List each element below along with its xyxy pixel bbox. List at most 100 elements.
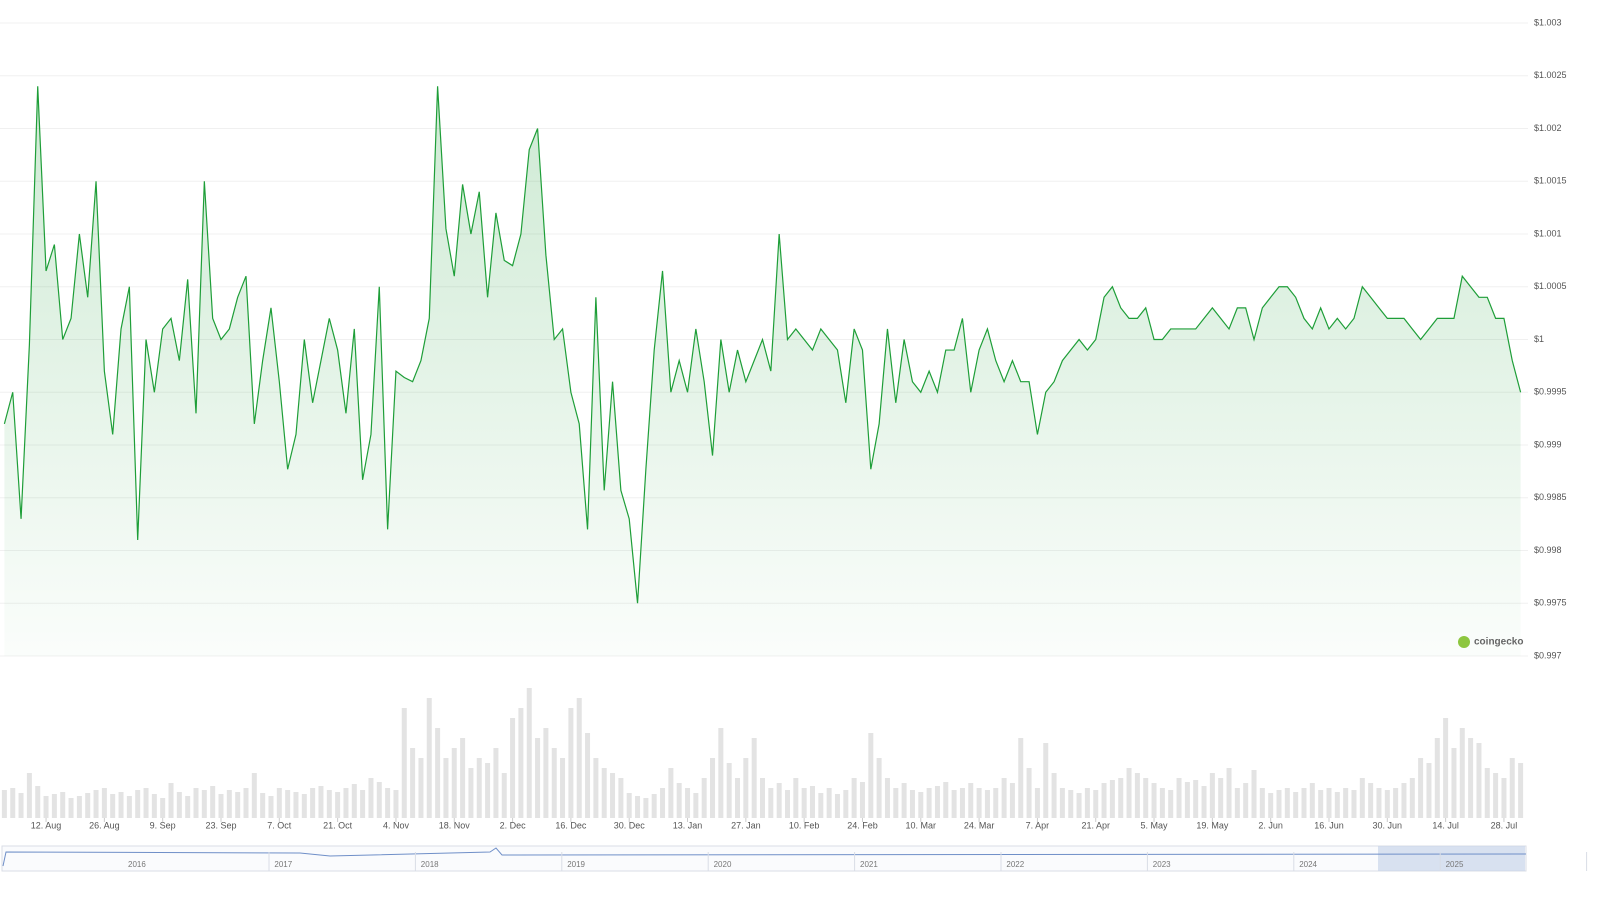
volume-bar xyxy=(1418,758,1424,818)
x-tick-label: 28. Jul xyxy=(1491,820,1518,830)
y-tick-label: $0.997 xyxy=(1534,650,1562,660)
navigator-year: 2016 xyxy=(128,860,146,869)
volume-bar xyxy=(1451,748,1457,818)
volume-bar xyxy=(76,796,82,818)
x-tick-label: 10. Feb xyxy=(789,820,820,830)
volume-bar xyxy=(226,790,232,818)
volume-bar xyxy=(1068,790,1074,818)
volume-bar xyxy=(1109,780,1115,818)
volume-bar xyxy=(710,758,716,818)
volume-bar xyxy=(1493,773,1499,818)
navigator-year: 2018 xyxy=(421,860,439,869)
volume-bar xyxy=(426,698,432,818)
volume-bar xyxy=(660,788,666,818)
volume-bar xyxy=(451,748,457,818)
volume-bar xyxy=(959,788,965,818)
volume-bar xyxy=(360,790,366,818)
y-tick-label: $1.001 xyxy=(1534,228,1562,238)
volume-bar xyxy=(251,773,257,818)
volume-bar xyxy=(1343,788,1349,818)
volume-bar xyxy=(693,793,699,818)
volume-bar xyxy=(1059,788,1065,818)
x-tick-label: 24. Feb xyxy=(847,820,878,830)
y-tick-label: $1.0005 xyxy=(1534,281,1567,291)
volume-bar xyxy=(901,783,907,818)
navigator-year: 2021 xyxy=(860,860,878,869)
volume-bar xyxy=(18,793,24,818)
volume-bar xyxy=(643,798,649,818)
x-tick-label: 30. Jun xyxy=(1373,820,1403,830)
volume-bar xyxy=(1293,792,1299,818)
volume-bar xyxy=(626,793,632,818)
volume-bar xyxy=(859,782,865,818)
volume-bar xyxy=(1368,783,1374,818)
volume-bar xyxy=(193,788,199,818)
x-tick-label: 12. Aug xyxy=(31,820,62,830)
x-tick-label: 14. Jul xyxy=(1432,820,1459,830)
volume-bar xyxy=(793,778,799,818)
volume-bar xyxy=(834,794,840,818)
navigator-selection[interactable] xyxy=(1378,846,1525,871)
volume-bar xyxy=(576,698,582,818)
volume-bar xyxy=(276,788,282,818)
volume-bar xyxy=(1076,793,1082,818)
volume-bar xyxy=(1209,773,1215,818)
volume-bar xyxy=(1426,763,1432,818)
volume-bar xyxy=(268,796,274,818)
volume-bar xyxy=(535,738,541,818)
volume-bar xyxy=(168,783,174,818)
volume-bar xyxy=(1309,783,1315,818)
volume-bar xyxy=(1376,788,1382,818)
volume-bar xyxy=(1518,763,1524,818)
volume-bar xyxy=(1018,738,1024,818)
volume-bar xyxy=(1384,790,1390,818)
x-tick-label: 19. May xyxy=(1196,820,1229,830)
x-tick-label: 24. Mar xyxy=(964,820,995,830)
volume-bar xyxy=(809,786,815,818)
volume-bar xyxy=(1026,768,1032,818)
volume-bar xyxy=(10,788,16,818)
volume-bar xyxy=(1284,788,1290,818)
navigator-axis: 2016 2017 2018 2019 2020 2021 2022 2023 2024 2025 xyxy=(128,852,1588,871)
volume-bar xyxy=(126,796,132,818)
x-tick-label: 7. Oct xyxy=(267,820,292,830)
x-tick-label: 16. Jun xyxy=(1314,820,1344,830)
volume-bar xyxy=(476,758,482,818)
volume-bar xyxy=(651,794,657,818)
volume-bar xyxy=(93,790,99,818)
volume-bar xyxy=(884,778,890,818)
x-tick-label: 10. Mar xyxy=(906,820,937,830)
volume-bar xyxy=(1251,770,1257,818)
volume-bar xyxy=(1143,778,1149,818)
navigator[interactable] xyxy=(1,845,1527,872)
volume-bar xyxy=(1301,788,1307,818)
volume-bar xyxy=(1001,778,1007,818)
navigator-year: 2022 xyxy=(1006,860,1024,869)
volume-bar xyxy=(976,788,982,818)
volume-bar xyxy=(876,758,882,818)
x-tick-label: 13. Jan xyxy=(673,820,703,830)
volume-bar xyxy=(1101,783,1107,818)
volume-bar xyxy=(1126,768,1132,818)
volume-bar xyxy=(726,763,732,818)
navigator-year: 2017 xyxy=(274,860,292,869)
volume-bar xyxy=(68,798,74,818)
volume-bar xyxy=(201,790,207,818)
volume-bar xyxy=(751,738,757,818)
volume-bar xyxy=(243,788,249,818)
volume-bar xyxy=(110,794,116,818)
y-tick-label: $1.003 xyxy=(1534,17,1562,27)
volume-bar xyxy=(551,748,557,818)
y-tick-label: $1.0025 xyxy=(1534,70,1567,80)
volume-bar xyxy=(260,793,266,818)
volume-bar xyxy=(818,793,824,818)
volume-bar xyxy=(1184,782,1190,818)
volume-bar xyxy=(185,796,191,818)
volume-bar xyxy=(801,788,807,818)
volume-bar xyxy=(35,786,41,818)
volume-bar xyxy=(760,778,765,818)
x-tick-label: 5. May xyxy=(1141,820,1169,830)
volume-bar xyxy=(493,748,499,818)
volume-bar xyxy=(735,778,741,818)
